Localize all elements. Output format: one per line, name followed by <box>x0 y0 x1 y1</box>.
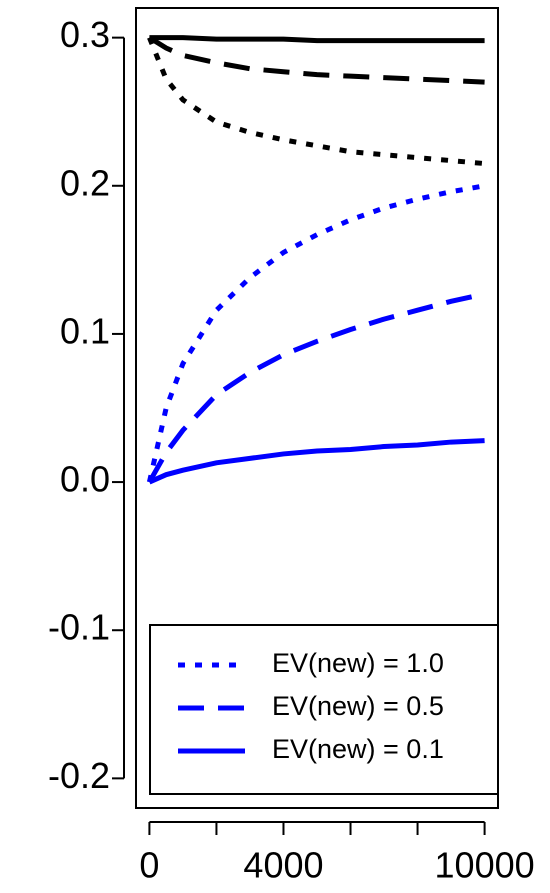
legend-label: EV(new) = 0.5 <box>272 691 444 721</box>
plot-frame <box>135 7 499 809</box>
y-tick-label: -0.1 <box>48 607 110 648</box>
legend: EV(new) = 1.0 EV(new) = 0.5 EV(new) = 0.1 <box>149 624 499 795</box>
y-tick-label: -0.2 <box>48 755 110 796</box>
series-line <box>148 35 485 85</box>
x-tick-label: 4000 <box>243 845 323 886</box>
series-line <box>146 183 486 483</box>
y-tick-label: 0.0 <box>60 459 110 500</box>
y-tick-label: 0.2 <box>60 162 110 203</box>
series-line <box>147 291 486 484</box>
y-tick-label: 0.1 <box>60 310 110 351</box>
series-line <box>149 35 485 44</box>
x-tick-label: 10000 <box>435 845 535 886</box>
x-tick-label: 0 <box>139 845 159 886</box>
series-line <box>147 36 485 167</box>
legend-label: EV(new) = 0.1 <box>272 734 444 764</box>
legend-box <box>149 624 499 795</box>
legend-label: EV(new) = 1.0 <box>272 648 444 678</box>
y-tick-label: 0.3 <box>60 14 110 55</box>
series-line <box>148 438 485 485</box>
